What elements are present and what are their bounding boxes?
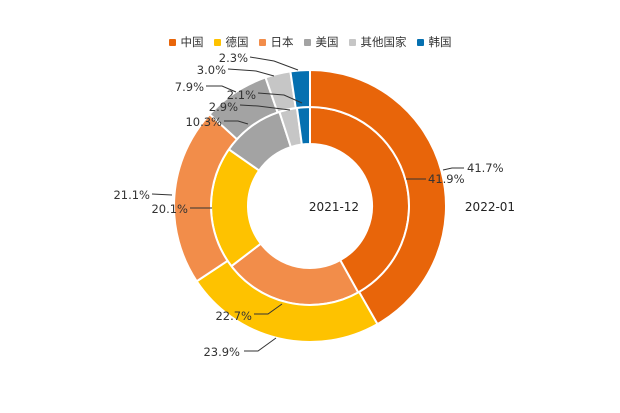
inner-ring [210,105,410,306]
outer-data-label-usa: 7.9% [175,80,204,94]
outer-ring-name: 2022-01 [465,200,515,214]
inner-data-label-germany: 20.1% [151,202,188,216]
outer-leader-line-japan [151,193,173,196]
inner-data-label-japan: 22.7% [215,309,252,323]
legend-label-usa: 美国 [315,35,339,49]
chart-legend: 中国 德国 日本 美国 其他国家 韩国 [0,33,620,51]
legend-swatch-korea [416,38,424,46]
legend-label-germany: 德国 [225,35,249,49]
inner-leader-line-korea [257,92,303,104]
outer-leader-line-china [442,167,464,171]
inner-data-label-other: 2.9% [209,100,238,114]
legend-swatch-japan [258,38,266,46]
legend-label-other: 其他国家 [360,35,407,49]
outer-leader-line-other [227,68,275,77]
legend-item-germany[interactable]: 德国 [213,34,249,50]
legend-item-korea[interactable]: 韩国 [416,34,452,50]
inner-data-label-china: 41.9% [428,172,465,186]
legend-swatch-china [168,38,176,46]
inner-ring-name: 2021-12 [309,200,359,214]
legend-item-other[interactable]: 其他国家 [348,34,407,50]
outer-data-label-china: 41.7% [467,161,504,175]
inner-leader-line-usa [224,120,249,125]
legend-item-japan[interactable]: 日本 [258,34,294,50]
outer-slice-korea[interactable] [289,68,311,110]
inner-leader-line-japan [254,303,283,315]
legend-swatch-germany [213,38,221,46]
inner-leader-line-other [239,104,291,111]
outer-leader-line-germany [244,337,277,352]
legend-item-china[interactable]: 中国 [168,34,204,50]
outer-leader-line-korea [249,56,299,71]
legend-label-japan: 日本 [270,35,294,49]
outer-leader-line-usa [206,85,237,93]
legend-swatch-usa [303,38,311,46]
inner-data-label-usa: 10.3% [185,115,222,129]
legend-swatch-other [348,38,356,46]
outer-data-label-other: 3.0% [197,63,226,77]
outer-slice-china[interactable] [309,68,447,326]
outer-data-label-japan: 21.1% [113,188,150,202]
outer-data-label-korea: 2.3% [219,51,248,65]
data-labels: 41.9%22.7%20.1%10.3%2.9%2.1%41.7%23.9%21… [113,51,503,359]
outer-ring [173,68,447,343]
outer-data-label-germany: 23.9% [203,345,240,359]
legend-label-china: 中国 [180,35,204,49]
legend-label-korea: 韩国 [428,35,452,49]
legend-item-usa[interactable]: 美国 [303,34,339,50]
